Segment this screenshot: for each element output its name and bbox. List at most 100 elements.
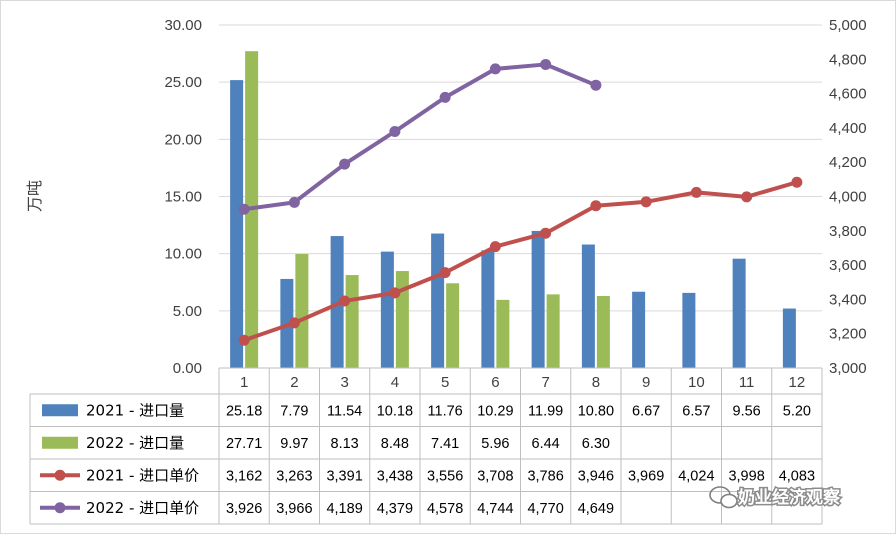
x-tick-label: 4 bbox=[391, 374, 399, 391]
line-point-2021-price bbox=[791, 176, 803, 188]
bar-2021-volume bbox=[581, 244, 595, 368]
data-cell: 10.29 bbox=[477, 403, 513, 419]
bar-2021-volume bbox=[431, 233, 445, 368]
data-cell: 4,083 bbox=[779, 468, 815, 484]
line-point-2021-price bbox=[439, 267, 451, 279]
line-point-2021-price bbox=[339, 295, 351, 307]
data-cell: 3,162 bbox=[226, 468, 262, 484]
line-point-2022-price bbox=[389, 126, 401, 138]
data-cell: 6.44 bbox=[532, 436, 560, 452]
bar-2021-volume bbox=[682, 292, 696, 368]
data-cell: 25.18 bbox=[226, 403, 262, 419]
data-cell: 9.97 bbox=[280, 436, 308, 452]
data-cell: 5.20 bbox=[783, 403, 811, 419]
series-line-2021-price bbox=[242, 180, 799, 343]
y-right-tick-label: 3,200 bbox=[829, 326, 867, 343]
data-cell: 4,770 bbox=[527, 501, 563, 517]
line-point-2021-price bbox=[540, 227, 552, 239]
x-tick-label: 1 bbox=[240, 374, 248, 391]
bar-2021-volume bbox=[230, 80, 244, 368]
bar-2021-volume bbox=[782, 308, 796, 368]
bar-2021-volume bbox=[330, 236, 344, 368]
legend-swatch bbox=[42, 404, 78, 417]
bar-2022-volume bbox=[546, 294, 560, 368]
data-cell: 3,263 bbox=[276, 468, 312, 484]
data-cell: 3,708 bbox=[477, 468, 513, 484]
data-cell: 3,926 bbox=[226, 501, 262, 517]
y-right-tick-label: 3,000 bbox=[829, 360, 867, 377]
line-point-2021-price bbox=[741, 191, 753, 203]
y-left-tick-label: 30.00 bbox=[164, 17, 202, 34]
data-cell: 3,946 bbox=[578, 468, 614, 484]
legend-swatch bbox=[42, 436, 78, 449]
line-point-2022-price bbox=[439, 91, 451, 103]
line-point-2021-price bbox=[389, 287, 401, 299]
x-tick-label: 9 bbox=[642, 374, 650, 391]
data-cell: 4,578 bbox=[427, 501, 463, 517]
data-cell: 10.80 bbox=[578, 403, 614, 419]
legend-marker bbox=[54, 469, 66, 481]
series-line-2022-price bbox=[242, 62, 598, 212]
y-right-tick-label: 3,600 bbox=[829, 257, 867, 274]
data-cell: 3,556 bbox=[427, 468, 463, 484]
data-cell: 8.48 bbox=[381, 436, 409, 452]
line-point-2022-price bbox=[339, 158, 351, 170]
bar-2022-volume bbox=[496, 299, 510, 368]
line-point-2021-price bbox=[489, 241, 501, 253]
y-right-tick-label: 3,400 bbox=[829, 291, 867, 308]
y-right-tick-label: 4,600 bbox=[829, 86, 867, 103]
data-cell: 8.13 bbox=[331, 436, 359, 452]
legend-label: 2021 - 进口单价 bbox=[86, 466, 199, 484]
watermark-text: 奶业经济观察 bbox=[738, 487, 841, 508]
data-cell: 3,966 bbox=[276, 501, 312, 517]
line-point-2021-price bbox=[238, 334, 250, 346]
legend-label: 2021 - 进口量 bbox=[86, 401, 184, 419]
x-tick-label: 2 bbox=[290, 374, 298, 391]
x-tick-label: 3 bbox=[340, 374, 348, 391]
data-cell: 3,391 bbox=[326, 468, 362, 484]
data-cell: 3,998 bbox=[728, 468, 764, 484]
x-tick-label: 7 bbox=[541, 374, 549, 391]
y-left-tick-label: 20.00 bbox=[164, 131, 202, 148]
y-right-tick-label: 5,000 bbox=[829, 17, 867, 34]
y-right-tick-label: 4,800 bbox=[829, 51, 867, 68]
data-cell: 11.76 bbox=[428, 403, 463, 419]
y-left-tick-label: 5.00 bbox=[173, 303, 202, 320]
bar-2022-volume bbox=[395, 271, 409, 368]
bar-2022-volume bbox=[345, 275, 359, 368]
line-point-2021-price bbox=[590, 200, 602, 212]
y-right-tick-label: 4,400 bbox=[829, 120, 867, 137]
data-cell: 7.41 bbox=[431, 436, 459, 452]
y-left-tick-label: 25.00 bbox=[164, 74, 202, 91]
data-cell: 10.18 bbox=[377, 403, 413, 419]
y-left-tick-label: 15.00 bbox=[164, 189, 202, 206]
bar-2021-volume bbox=[380, 251, 394, 368]
bar-2022-volume bbox=[596, 295, 610, 368]
data-cell: 4,649 bbox=[578, 501, 614, 517]
line-point-2022-price bbox=[489, 63, 501, 75]
line-point-2021-price bbox=[288, 317, 300, 329]
data-cell: 4,024 bbox=[678, 468, 714, 484]
line-point-2022-price bbox=[238, 203, 250, 215]
data-cell: 11.99 bbox=[528, 403, 563, 419]
y-right-tick-label: 3,800 bbox=[829, 223, 867, 240]
x-tick-label: 5 bbox=[441, 374, 449, 391]
x-tick-label: 10 bbox=[688, 374, 705, 391]
data-cell: 11.54 bbox=[327, 403, 362, 419]
data-cell: 5.96 bbox=[481, 436, 509, 452]
line-point-2022-price bbox=[288, 196, 300, 208]
x-tick-label: 11 bbox=[739, 374, 755, 391]
line-point-2021-price bbox=[640, 196, 652, 208]
y-axis-title: 万吨 bbox=[25, 180, 44, 212]
data-cell: 3,438 bbox=[377, 468, 413, 484]
legend-marker bbox=[54, 502, 66, 514]
line-point-2022-price bbox=[540, 58, 552, 70]
data-cell: 9.56 bbox=[733, 403, 761, 419]
legend-label: 2022 - 进口单价 bbox=[86, 499, 199, 517]
bar-2021-volume bbox=[632, 291, 646, 368]
x-tick-label: 6 bbox=[491, 374, 499, 391]
data-cell: 3,786 bbox=[527, 468, 563, 484]
data-cell: 27.71 bbox=[226, 436, 262, 452]
x-tick-label: 12 bbox=[789, 374, 806, 391]
